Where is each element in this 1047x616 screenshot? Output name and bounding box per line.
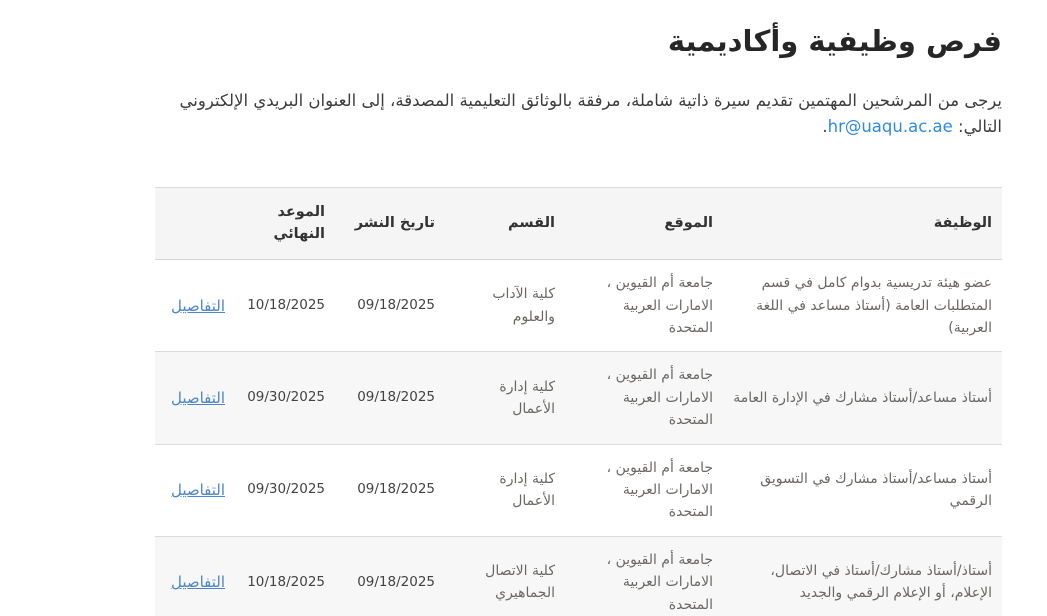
details-link[interactable]: التفاصيل	[170, 481, 225, 500]
details-cell: التفاصيل	[155, 352, 235, 444]
location-cell: جامعة أم القيوين ، الامارات العربية المت…	[606, 367, 713, 429]
header-row: الوظيفة الموقع القسم تاريخ النشر الموعد …	[155, 187, 1002, 260]
jobs-table-header: الوظيفة الموقع القسم تاريخ النشر الموعد …	[155, 187, 1002, 260]
header-deadline: الموعد النهائي	[273, 203, 325, 242]
details-cell: التفاصيل	[155, 536, 235, 616]
deadline-date-cell: 10/18/2025	[247, 573, 325, 590]
table-row: أستاذ مساعد/أستاذ مشارك في التسويق الرقم…	[155, 444, 1002, 537]
published-date-cell: 09/18/2025	[357, 481, 435, 498]
header-department: القسم	[508, 214, 555, 231]
page-title: فرص وظيفية وأكاديمية	[667, 24, 1002, 58]
job-title-cell: أستاذ مساعد/أستاذ مشارك في التسويق الرقم…	[760, 470, 992, 510]
intro-paragraph: يرجى من المرشحين المهتمين تقديم سيرة ذات…	[155, 88, 1002, 141]
job-title-cell: عضو هيئة تدريسية بدوام كامل في قسم المتط…	[756, 275, 992, 337]
deadline-date-cell: 10/18/2025	[247, 297, 325, 314]
department-cell: كلية إدارة الأعمال	[499, 470, 555, 510]
jobs-table: الوظيفة الموقع القسم تاريخ النشر الموعد …	[155, 187, 1002, 616]
header-location: الموقع	[664, 214, 713, 231]
intro-text-end: .	[822, 117, 828, 137]
table-row: أستاذ مساعد/أستاذ مشارك في الإدارة العام…	[155, 351, 1002, 445]
table-row: عضو هيئة تدريسية بدوام كامل في قسم المتط…	[155, 259, 1002, 352]
deadline-date-cell: 09/30/2025	[247, 389, 325, 406]
details-cell: التفاصيل	[155, 444, 235, 536]
location-cell: جامعة أم القيوين ، الامارات العربية المت…	[606, 275, 713, 337]
content-area: فرص وظيفية وأكاديمية يرجى من المرشحين ال…	[155, 0, 1002, 616]
table-row: أستاذ/أستاذ مشارك/أستاذ في الاتصال، الإع…	[155, 536, 1002, 616]
published-date-cell: 09/18/2025	[357, 297, 435, 314]
location-cell: جامعة أم القيوين ، الامارات العربية المت…	[606, 459, 713, 521]
department-cell: كلية الآداب والعلوم	[492, 286, 555, 325]
location-cell: جامعة أم القيوين ، الامارات العربية المت…	[606, 551, 713, 613]
deadline-date-cell: 09/30/2025	[247, 481, 325, 498]
header-job: الوظيفة	[933, 214, 992, 231]
header-details	[155, 187, 235, 260]
details-link[interactable]: التفاصيل	[170, 296, 225, 315]
job-title-cell: أستاذ مساعد/أستاذ مشارك في الإدارة العام…	[733, 389, 992, 406]
details-link[interactable]: التفاصيل	[170, 573, 225, 592]
published-date-cell: 09/18/2025	[357, 389, 435, 406]
department-cell: كلية الاتصال الجماهيري	[485, 562, 555, 602]
department-cell: كلية إدارة الأعمال	[499, 378, 555, 418]
published-date-cell: 09/18/2025	[357, 573, 435, 590]
jobs-table-body: عضو هيئة تدريسية بدوام كامل في قسم المتط…	[155, 259, 1002, 616]
job-title-cell: أستاذ/أستاذ مشارك/أستاذ في الاتصال، الإع…	[770, 562, 992, 602]
details-cell: التفاصيل	[155, 260, 235, 352]
intro-text: يرجى من المرشحين المهتمين تقديم سيرة ذات…	[179, 91, 1002, 137]
email-link[interactable]: hr@uaqu.ac.ae	[827, 117, 953, 137]
header-published: تاريخ النشر	[354, 214, 435, 231]
details-link[interactable]: التفاصيل	[170, 388, 225, 407]
